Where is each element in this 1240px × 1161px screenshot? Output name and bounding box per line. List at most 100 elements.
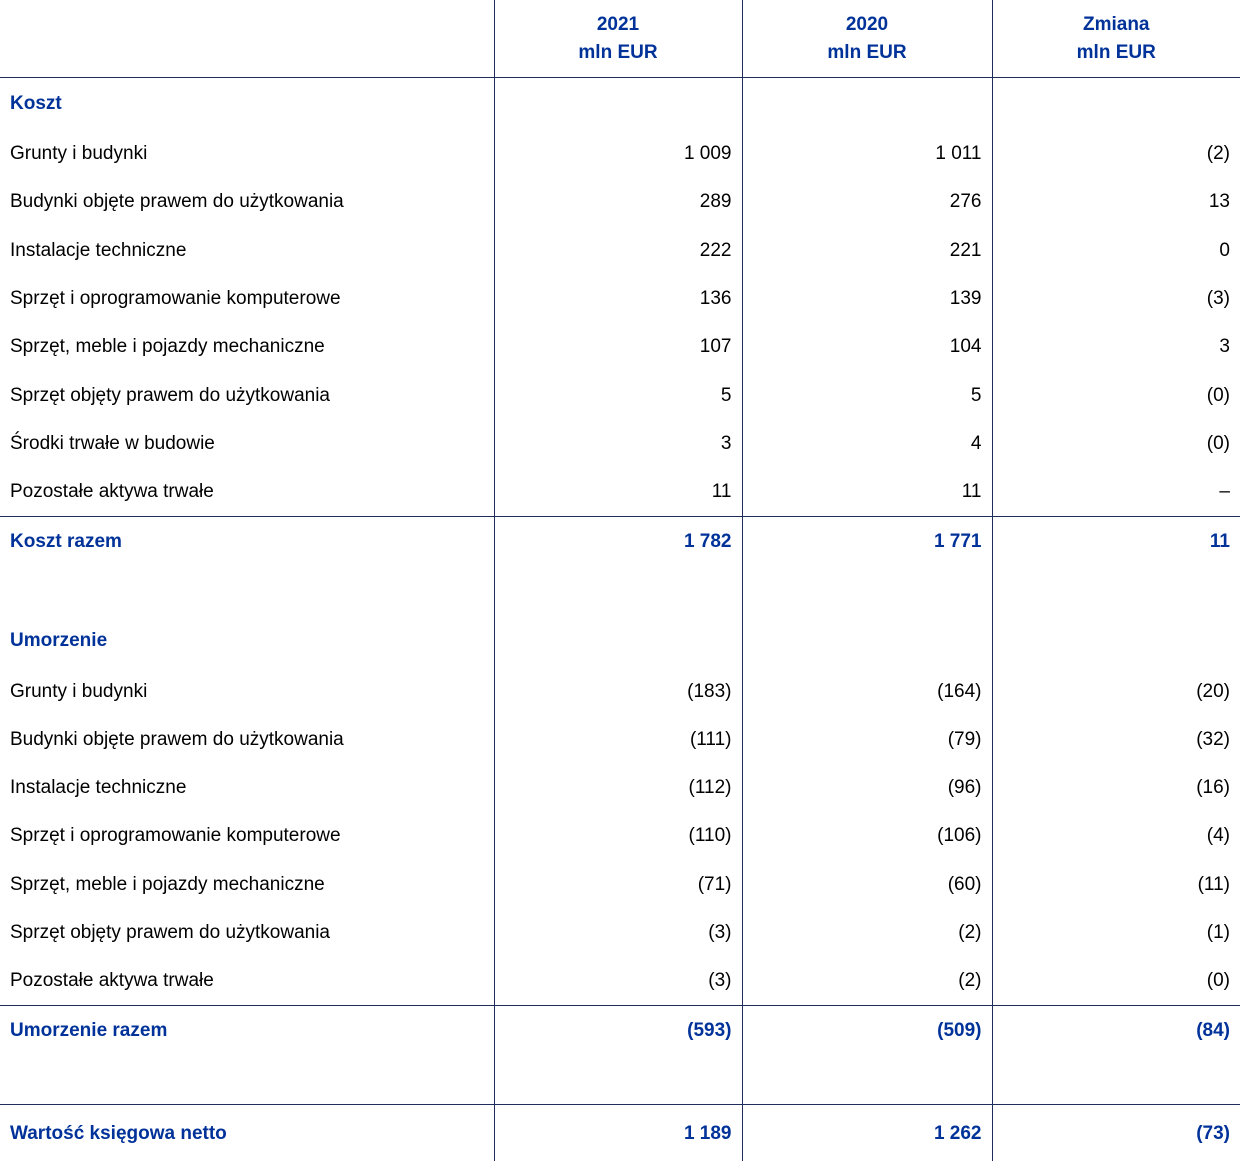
cell: (183) xyxy=(493,667,742,716)
cell: 107 xyxy=(493,323,742,372)
cell: 221 xyxy=(741,226,992,275)
cell: (2) xyxy=(741,908,992,958)
cell: (106) xyxy=(741,812,992,861)
cell xyxy=(0,566,494,615)
cell: (3) xyxy=(991,274,1240,324)
cell xyxy=(493,1055,742,1105)
cell: Umorzenie xyxy=(10,630,108,652)
cell: Sprzęt, meble i pojazdy mechaniczne xyxy=(10,336,325,358)
cell: Sprzęt, meble i pojazdy mechaniczne xyxy=(10,873,325,895)
cell: 5 xyxy=(741,371,992,420)
cell xyxy=(991,77,1240,130)
cell: (3) xyxy=(493,908,742,958)
data-row: Pozostałe aktywa trwałe 11 11– xyxy=(0,468,1240,517)
cell: 1 771 xyxy=(741,516,992,567)
cell xyxy=(991,615,1240,668)
data-row: Sprzęt objęty prawem do użytkowania 5 5 (0) xyxy=(0,371,1240,420)
data-row: Instalacje techniczne (112) (96) (16) xyxy=(0,763,1240,813)
cell xyxy=(0,0,494,78)
cell: Umorzenie razem xyxy=(0,1005,494,1056)
cell: Grunty i budynki xyxy=(10,680,148,702)
net-row: Wartość księgowa netto 1 189 1 262 (73) xyxy=(0,1104,1240,1161)
data-row: Grunty i budynki (183) (164) (20) xyxy=(0,667,1240,716)
cell: 104 xyxy=(741,323,992,372)
cell: 11 xyxy=(493,468,742,517)
cell: (73) xyxy=(991,1104,1240,1161)
cell: 136 xyxy=(493,274,742,324)
cell: (110) xyxy=(493,812,742,861)
cell: (16) xyxy=(991,763,1240,813)
header-row: 2021 mln EUR 2020 mln EUR Zmiana mln EUR xyxy=(0,0,1240,78)
cell: 2020 mln EUR xyxy=(741,0,992,78)
cell xyxy=(741,615,992,668)
data-row: Grunty i budynki 1 009 1 011 (2) xyxy=(0,130,1240,179)
cell: Budynki objęte prawem do użytkowania xyxy=(10,728,344,750)
cell xyxy=(741,566,992,616)
data-row: Sprzęt, meble i pojazdy mechaniczne (71)(… xyxy=(0,860,1240,909)
header-year: 2021 xyxy=(596,13,640,35)
cell: Koszt razem xyxy=(0,516,494,567)
cell: Koszt xyxy=(10,93,62,114)
cell: 276 xyxy=(741,178,992,227)
total-row: Umorzenie razem (593) (509) (84) xyxy=(0,1005,1240,1056)
data-row: Budynki objęte prawem do użytkowania (111… xyxy=(0,715,1240,764)
data-row: Pozostałe aktywa trwałe (3) (2) (0) xyxy=(0,957,1240,1006)
cell: 11 xyxy=(991,516,1240,567)
cell: 5 xyxy=(493,371,742,420)
cell: 3 xyxy=(493,419,742,469)
cell: Pozostałe aktywa trwałe xyxy=(10,481,214,503)
data-row: Budynki objęte prawem do użytkowania 289 2… xyxy=(0,178,1240,227)
data-row: Sprzęt, meble i pojazdy mechaniczne 107 10… xyxy=(0,323,1240,372)
cell: (0) xyxy=(991,419,1240,469)
cell: (1) xyxy=(991,908,1240,958)
cell: 4 xyxy=(741,419,992,469)
cell: (111) xyxy=(493,715,742,764)
cell: (593) xyxy=(493,1005,742,1056)
cell: (509) xyxy=(741,1005,992,1056)
cell: Sprzęt i oprogramowanie komputerowe xyxy=(10,288,341,310)
data-row: Sprzęt i oprogramowanie komputerowe (110)… xyxy=(0,812,1240,861)
data-row: Sprzęt i oprogramowanie komputerowe 136 13… xyxy=(0,274,1240,324)
header-unit: mln EUR xyxy=(827,41,907,63)
cell: 1 782 xyxy=(493,516,742,567)
cell: 11 xyxy=(741,468,992,517)
cell: (79) xyxy=(741,715,992,764)
cell: (112) xyxy=(493,763,742,813)
data-row: Instalacje techniczne 222 221 0 xyxy=(0,226,1240,275)
cell: 1 009 xyxy=(493,130,742,179)
cell xyxy=(741,77,992,130)
cell: Sprzęt i oprogramowanie komputerowe xyxy=(10,825,341,847)
data-row: Sprzęt objęty prawem do użytkowania (3) (2… xyxy=(0,908,1240,958)
cell: 1 011 xyxy=(741,130,992,179)
cell xyxy=(0,1055,494,1105)
cell: (4) xyxy=(991,812,1240,861)
cell: (84) xyxy=(991,1005,1240,1056)
cell xyxy=(741,1055,992,1105)
cell: (0) xyxy=(991,957,1240,1006)
data-row: Środki trwałe w budowie 3 4 (0) xyxy=(0,419,1240,469)
cell: 222 xyxy=(493,226,742,275)
cell xyxy=(493,566,742,616)
cell: (71) xyxy=(493,860,742,909)
cell: – xyxy=(991,468,1240,517)
cell xyxy=(991,1055,1240,1105)
header-year: 2020 xyxy=(845,13,889,35)
section-title-row: Umorzenie xyxy=(0,615,1240,668)
cell: Wartość księgowa netto xyxy=(0,1104,494,1161)
cell: (32) xyxy=(991,715,1240,764)
cell: (60) xyxy=(741,860,992,909)
cell: 289 xyxy=(493,178,742,227)
cell: (0) xyxy=(991,371,1240,420)
cell: 1 262 xyxy=(741,1104,992,1161)
cell: (2) xyxy=(991,130,1240,179)
cell: Budynki objęte prawem do użytkowania xyxy=(10,191,344,213)
cell: (164) xyxy=(741,667,992,716)
cell: Grunty i budynki xyxy=(10,143,148,165)
header-unit: mln EUR xyxy=(578,41,658,63)
cell: Instalacje techniczne xyxy=(10,239,187,261)
header-unit: mln EUR xyxy=(1076,41,1156,63)
cell: Zmiana mln EUR xyxy=(991,0,1240,78)
